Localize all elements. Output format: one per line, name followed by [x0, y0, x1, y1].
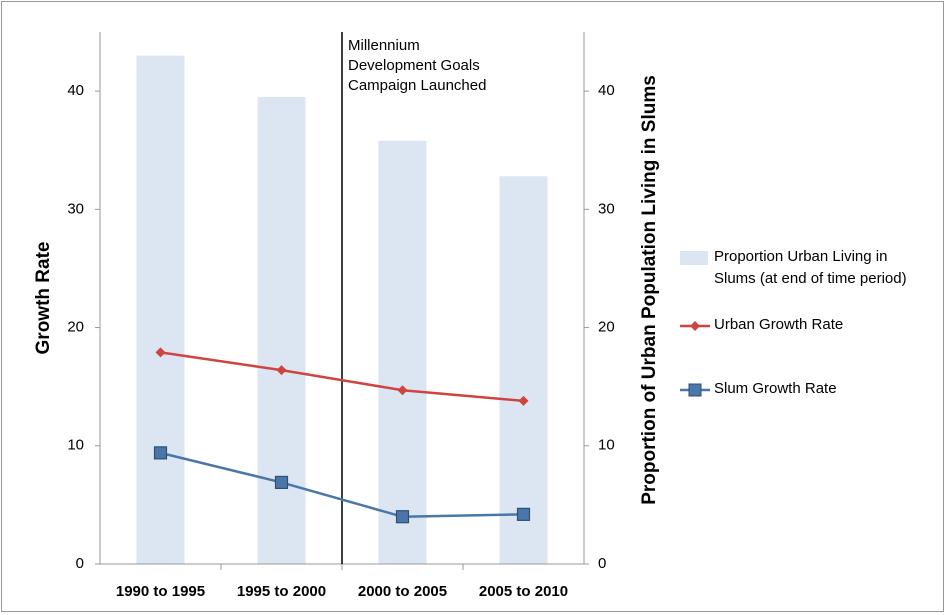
bar	[257, 97, 306, 565]
y2-tick-label: 0	[598, 555, 606, 572]
legend: Proportion Urban Living in Slums (at end…	[680, 246, 930, 442]
y2-tick-label: 30	[598, 200, 615, 217]
line	[160, 351, 524, 403]
line	[160, 451, 524, 518]
marker	[397, 385, 408, 396]
x-tick-label: 2005 to 2010	[479, 583, 568, 600]
x-tick-label: 1995 to 2000	[237, 583, 326, 600]
legend-marker	[688, 383, 702, 397]
y-tick-label: 20	[67, 319, 84, 336]
marker	[274, 475, 289, 490]
y-tick-label: 40	[67, 82, 84, 99]
y-tick-label: 30	[67, 200, 84, 217]
legend-swatch	[680, 251, 708, 265]
marker	[518, 395, 529, 406]
bar	[136, 55, 185, 565]
y2-tick-label: 20	[598, 319, 615, 336]
y-tick-label: 0	[76, 555, 84, 572]
marker	[276, 365, 287, 376]
marker	[395, 510, 410, 524]
x-tick-label: 2000 to 2005	[358, 583, 447, 600]
legend-item: Slum Growth Rate	[680, 378, 930, 400]
y2-axis-label: Proportion of Urban Population Living in…	[639, 75, 660, 505]
annotation: Millennium	[348, 37, 420, 54]
bar	[378, 140, 427, 564]
marker	[155, 347, 166, 358]
legend-label: Slum Growth Rate	[714, 380, 837, 397]
legend-item: Urban Growth Rate	[680, 314, 930, 336]
legend-swatch	[680, 383, 710, 397]
legend-swatch-rect	[680, 251, 708, 265]
legend-label: Proportion Urban Living in Slums (at end…	[714, 248, 907, 287]
legend-marker	[690, 321, 700, 331]
marker	[516, 507, 531, 521]
legend-item: Proportion Urban Living in Slums (at end…	[680, 246, 930, 290]
y-axis-label: Growth Rate	[33, 242, 54, 355]
bar	[499, 176, 548, 564]
x-tick-label: 1990 to 1995	[116, 583, 205, 600]
y2-tick-label: 10	[598, 437, 615, 454]
annotation: Development Goals	[348, 57, 480, 74]
annotation: Campaign Launched	[348, 77, 486, 94]
y2-tick-label: 40	[598, 82, 615, 99]
legend-label: Urban Growth Rate	[714, 316, 844, 333]
marker	[153, 446, 168, 460]
legend-swatch	[680, 321, 710, 331]
y-tick-label: 10	[67, 437, 84, 454]
